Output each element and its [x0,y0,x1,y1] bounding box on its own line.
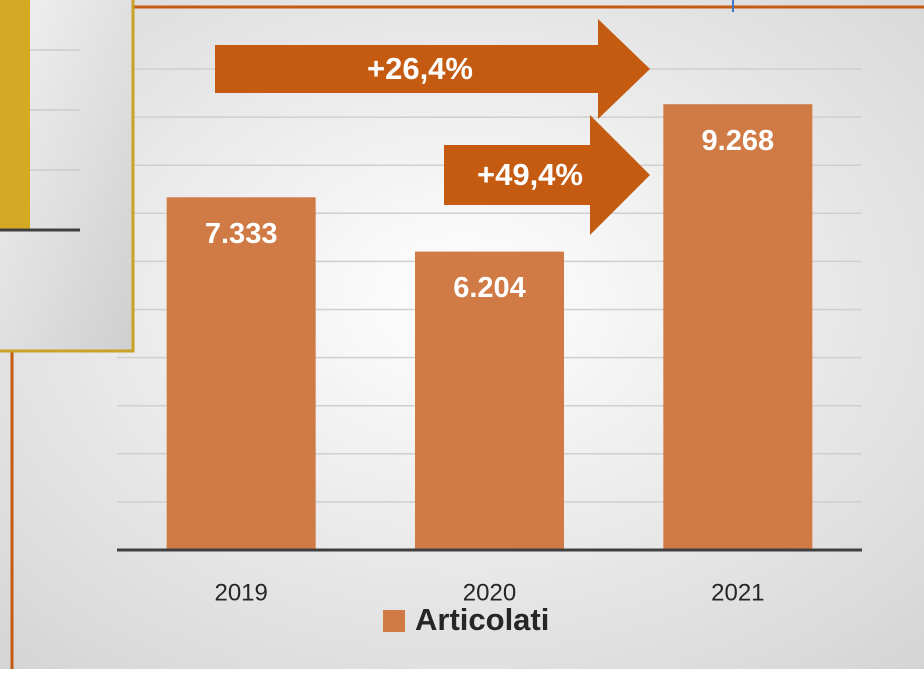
x-tick-label: 2021 [711,579,764,606]
data-label: 6.204 [453,272,526,304]
annotation-text: +49,4% [477,157,583,192]
inset-bar [0,0,30,230]
plot-area: 2019 7.333 2020 6.204 2021 9.268 Articolati [117,68,862,637]
x-tick-label: 2020 [463,579,516,606]
data-label: 9.268 [702,125,775,157]
annotation-text: +26,4% [367,51,473,86]
legend-label: Articolati [415,602,549,637]
bar [663,104,813,550]
data-label: 7.333 [205,218,278,250]
bar [415,251,564,551]
x-tick-label: 2019 [214,579,267,606]
annotations: +26,4% +49,4% [215,19,650,235]
annotation-arrow [215,19,650,119]
legend-swatch [383,610,405,632]
bar [166,197,316,550]
inset-panel [0,0,135,353]
annotation-arrow [444,115,650,235]
